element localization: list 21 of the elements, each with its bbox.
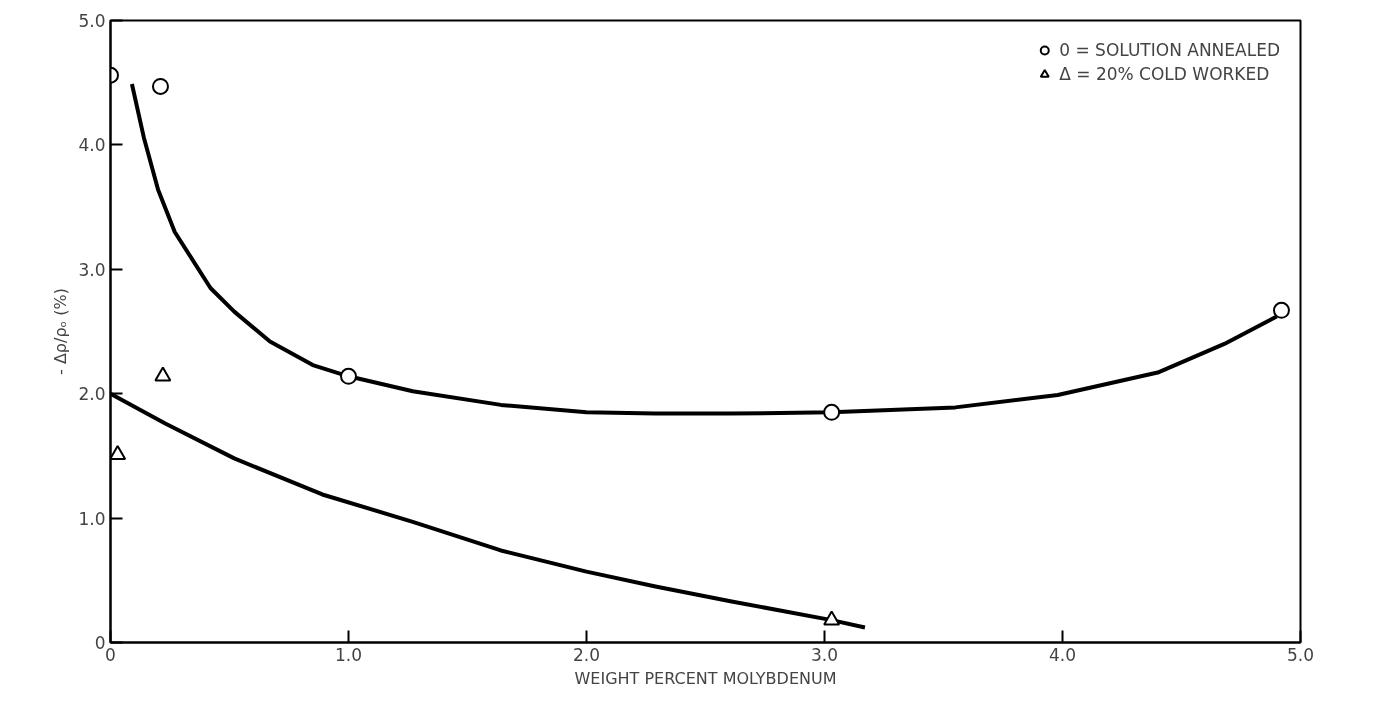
x-tick-label: 4.0 bbox=[1048, 644, 1077, 665]
point bbox=[1272, 301, 1290, 319]
x-tick-label: 3.0 bbox=[810, 644, 839, 665]
y-tick-label: 4.0 bbox=[78, 135, 106, 156]
x-axis-title: WEIGHT PERCENT MOLYBDENUM bbox=[574, 668, 837, 688]
y-axis-title: - Δρ/ρₒ (%) bbox=[51, 288, 71, 375]
point bbox=[823, 610, 841, 626]
point bbox=[340, 367, 357, 385]
x-tick-label: 2.0 bbox=[572, 644, 601, 665]
y-tick-label: 1.0 bbox=[78, 508, 106, 529]
point bbox=[154, 366, 172, 382]
legend-label: 0 = SOLUTION ANNEALED bbox=[1059, 40, 1280, 60]
y-tick-label: 3.0 bbox=[78, 259, 106, 280]
y-tick-label: 5.0 bbox=[78, 11, 106, 31]
point bbox=[110, 445, 127, 460]
point bbox=[151, 77, 169, 95]
point bbox=[823, 403, 841, 421]
legend-label: Δ = 20% COLD WORKED bbox=[1059, 64, 1270, 84]
y-tick-label: 2.0 bbox=[78, 384, 106, 405]
x-tick-label: 5.0 bbox=[1286, 644, 1315, 665]
x-tick-label: 1.0 bbox=[334, 644, 363, 665]
